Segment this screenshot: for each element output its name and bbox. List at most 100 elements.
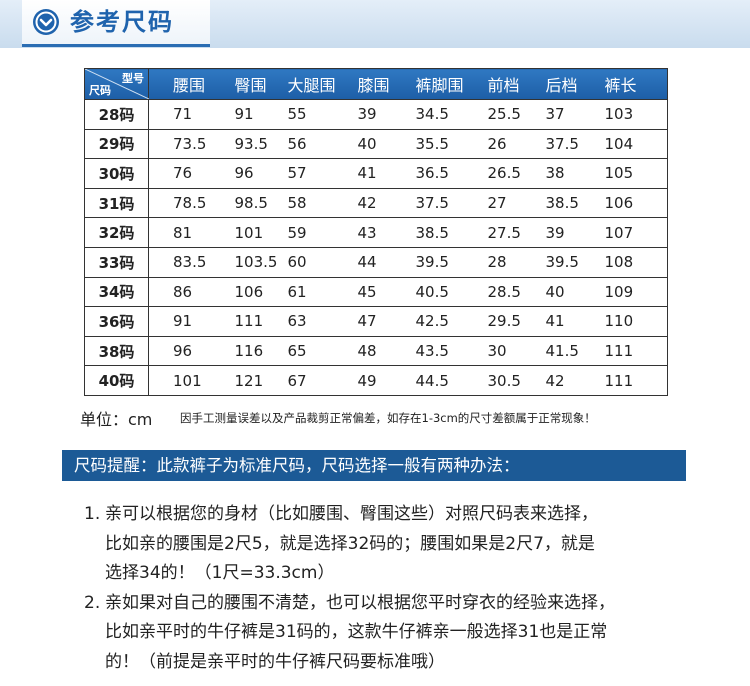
corner-bottom: 尺码 <box>89 84 111 97</box>
value-cell: 71 <box>148 99 227 130</box>
value-cell: 30.5 <box>479 365 538 396</box>
item-number: 1. <box>84 504 101 524</box>
value-cell: 83.5 <box>148 247 227 278</box>
value-cell: 61 <box>279 277 350 308</box>
item-line: 比如亲的腰围是2尺5，就是选择32码的；腰围如果是2尺7，就是 <box>105 533 595 554</box>
column-header: 裤脚围 <box>407 68 480 100</box>
value-cell: 103.5 <box>226 247 280 278</box>
table-row: 30码 76 96 57 41 36.5 26.5 38 105 <box>84 158 668 189</box>
table-row: 32码 81 101 59 43 38.5 27.5 39 107 <box>84 217 668 248</box>
value-cell: 39.5 <box>537 247 597 278</box>
unit-label: 单位：cm <box>80 410 153 429</box>
value-cell: 27.5 <box>479 217 538 248</box>
value-cell: 39 <box>349 99 408 130</box>
table-row: 29码 73.5 93.5 56 40 35.5 26 37.5 104 <box>84 129 668 160</box>
value-cell: 37.5 <box>537 129 597 160</box>
value-cell: 45 <box>349 277 408 308</box>
value-cell: 111 <box>596 336 668 367</box>
size-cell: 32码 <box>84 217 149 248</box>
value-cell: 103 <box>596 99 668 130</box>
column-header: 大腿围 <box>279 68 350 100</box>
value-cell: 65 <box>279 336 350 367</box>
value-cell: 42 <box>349 188 408 219</box>
value-cell: 93.5 <box>226 129 280 160</box>
header-banner: 参考尺码 <box>0 0 750 48</box>
value-cell: 26 <box>479 129 538 160</box>
item-line: 亲可以根据您的身材（比如腰围、臀围这些）对照尺码表来选择， <box>105 504 598 524</box>
item-line: 选择34的！（1尺=33.3cm） <box>105 563 335 583</box>
value-cell: 38 <box>537 158 597 189</box>
value-cell: 41 <box>537 306 597 337</box>
value-cell: 43.5 <box>407 336 480 367</box>
table-row: 28码 71 91 55 39 34.5 25.5 37 103 <box>84 99 668 130</box>
size-cell: 28码 <box>84 99 149 130</box>
table-row: 36码 91 111 63 47 42.5 29.5 41 110 <box>84 306 668 337</box>
value-cell: 56 <box>279 129 350 160</box>
value-cell: 28.5 <box>479 277 538 308</box>
value-cell: 43 <box>349 217 408 248</box>
value-cell: 55 <box>279 99 350 130</box>
value-cell: 26.5 <box>479 158 538 189</box>
value-cell: 40 <box>537 277 597 308</box>
size-cell: 33码 <box>84 247 149 278</box>
value-cell: 44 <box>349 247 408 278</box>
value-cell: 42 <box>537 365 597 396</box>
column-header: 腰围 <box>148 68 227 100</box>
value-cell: 107 <box>596 217 668 248</box>
column-header: 膝围 <box>349 68 408 100</box>
size-cell: 30码 <box>84 158 149 189</box>
value-cell: 34.5 <box>407 99 480 130</box>
value-cell: 37.5 <box>407 188 480 219</box>
header-row: 型号 尺码 腰围 臀围 大腿围 膝围 裤脚围 前档 后档 裤长 <box>84 68 668 100</box>
value-cell: 96 <box>148 336 227 367</box>
item-line: 比如亲平时的牛仔裤是31码的，这款牛仔裤亲一般选择31也是正常 <box>105 622 608 642</box>
value-cell: 101 <box>148 365 227 396</box>
value-cell: 42.5 <box>407 306 480 337</box>
note-text: 因手工测量误差以及产品裁剪正常偏差，如存在1-3cm的尺寸差额属于正常现象！ <box>180 411 596 425</box>
column-header: 裤长 <box>596 68 668 100</box>
value-cell: 44.5 <box>407 365 480 396</box>
size-cell: 40码 <box>84 365 149 396</box>
value-cell: 98.5 <box>226 188 280 219</box>
column-header: 前档 <box>479 68 538 100</box>
value-cell: 111 <box>596 365 668 396</box>
value-cell: 76 <box>148 158 227 189</box>
value-cell: 48 <box>349 336 408 367</box>
value-cell: 49 <box>349 365 408 396</box>
value-cell: 40.5 <box>407 277 480 308</box>
value-cell: 40 <box>349 129 408 160</box>
corner-cell: 型号 尺码 <box>84 68 149 100</box>
value-cell: 106 <box>596 188 668 219</box>
value-cell: 78.5 <box>148 188 227 219</box>
value-cell: 27 <box>479 188 538 219</box>
value-cell: 81 <box>148 217 227 248</box>
value-cell: 60 <box>279 247 350 278</box>
table-row: 40码 101 121 67 49 44.5 30.5 42 111 <box>84 365 668 396</box>
size-cell: 31码 <box>84 188 149 219</box>
value-cell: 67 <box>279 365 350 396</box>
value-cell: 30 <box>479 336 538 367</box>
value-cell: 38.5 <box>407 217 480 248</box>
value-cell: 91 <box>148 306 227 337</box>
corner-top: 型号 <box>122 72 144 85</box>
size-cell: 36码 <box>84 306 149 337</box>
reminder-bar: 尺码提醒：此款裤子为标准尺码，尺码选择一般有两种办法： <box>62 450 686 481</box>
header-title: 参考尺码 <box>70 8 174 36</box>
value-cell: 116 <box>226 336 280 367</box>
value-cell: 37 <box>537 99 597 130</box>
table-row: 31码 78.5 98.5 58 42 37.5 27 38.5 106 <box>84 188 668 219</box>
value-cell: 86 <box>148 277 227 308</box>
list-item: 1. 亲可以根据您的身材（比如腰围、臀围这些）对照尺码表来选择， 比如亲的腰围是2尺… <box>84 500 615 589</box>
value-cell: 25.5 <box>479 99 538 130</box>
value-cell: 39.5 <box>407 247 480 278</box>
size-table: 型号 尺码 腰围 臀围 大腿围 膝围 裤脚围 前档 后档 裤长 28码 71 91 55 39 34.5 25.… <box>84 68 668 396</box>
table-row: 33码 83.5 103.5 60 44 39.5 28 39.5 108 <box>84 247 668 278</box>
column-header: 后档 <box>537 68 597 100</box>
value-cell: 108 <box>596 247 668 278</box>
item-number: 2. <box>84 592 101 613</box>
header-tab: 参考尺码 <box>22 0 210 47</box>
item-line: 亲如果对自己的腰围不清楚，也可以根据您平时穿衣的经验来选择， <box>105 592 615 613</box>
value-cell: 47 <box>349 306 408 337</box>
corner-diagonal <box>85 69 149 99</box>
